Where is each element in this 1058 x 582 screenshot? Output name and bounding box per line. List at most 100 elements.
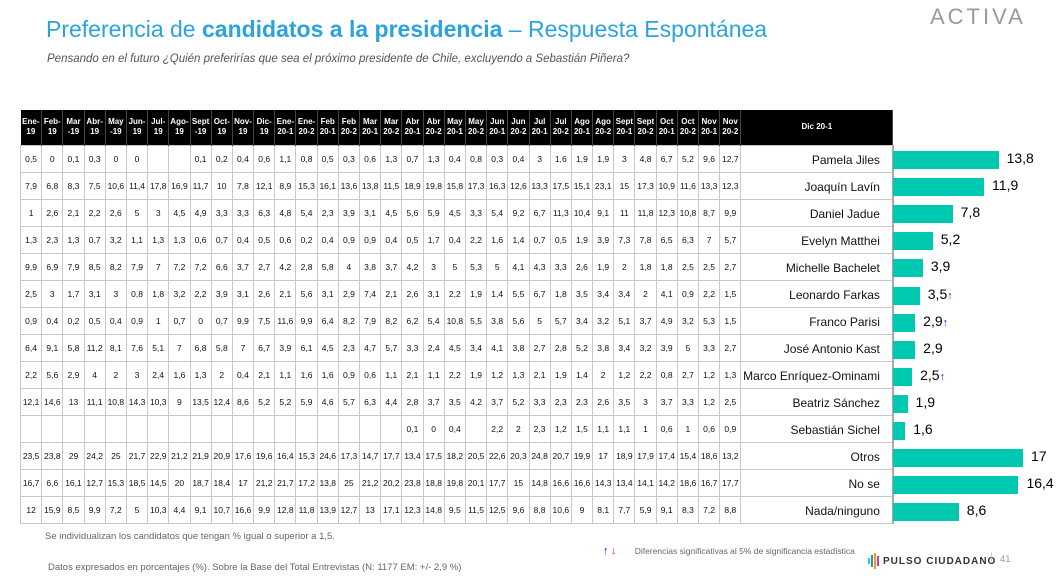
base-note: Datos expresados en porcentajes (%). Sob… bbox=[48, 562, 462, 573]
candidate-name-cell: Sebastián Sichel bbox=[740, 414, 894, 443]
value-cell: 10,8 bbox=[676, 198, 700, 227]
value-cell: 0 bbox=[41, 144, 64, 173]
value-cell: 13,6 bbox=[337, 171, 361, 200]
value-cell: 14,5 bbox=[147, 468, 170, 497]
bar-row: 16,4 bbox=[893, 470, 1058, 497]
value-cell: 10,3 bbox=[147, 387, 170, 416]
candidate-name: Marco Enríquez-Ominami bbox=[743, 368, 880, 383]
value-cell: 2,6 bbox=[41, 198, 64, 227]
value-cell: 23,8 bbox=[41, 441, 64, 470]
value-cell: 0,3 bbox=[83, 144, 106, 173]
value-cell: 10,6 bbox=[104, 171, 127, 200]
value-cell: 15,1 bbox=[570, 171, 594, 200]
value-cell: 0,2 bbox=[295, 225, 318, 254]
value-cell: 3,2 bbox=[676, 306, 700, 335]
bar-value-label: 5,2 bbox=[941, 231, 960, 247]
value-cell: 4,9 bbox=[189, 198, 212, 227]
value-cell: 0,7 bbox=[210, 306, 233, 335]
bar bbox=[893, 422, 906, 440]
value-cell: 29 bbox=[62, 441, 85, 470]
value-cell: 7 bbox=[231, 333, 255, 362]
table-row: 12 15,9 8,5 9,9 7,2 5 10,3 4,4 9,1 10,7 16,6 9,9 12,… bbox=[19, 495, 894, 524]
arrow-up-icon: ↑ bbox=[942, 316, 949, 329]
value-cell: 10,6 bbox=[549, 495, 572, 524]
value-cell: 4,2 bbox=[401, 252, 424, 281]
bar-value-label: 16,4 bbox=[1026, 475, 1053, 491]
value-cell bbox=[274, 414, 297, 443]
value-cell: 12,4 bbox=[210, 387, 233, 416]
candidate-name-cell: Nada/ninguno bbox=[740, 495, 894, 524]
value-cell: 1 bbox=[676, 414, 700, 443]
value-cell bbox=[41, 414, 64, 443]
value-cell: 5,7 bbox=[380, 333, 403, 362]
candidate-name-cell: Joaquín Lavín bbox=[740, 171, 894, 200]
table-header-row: Ene-19 Feb-19 Mar -19 Abr-19 May -19 Jun-19 Ju… bbox=[20, 110, 894, 145]
footer-separator: | bbox=[990, 552, 993, 563]
value-cell: 2,7 bbox=[676, 360, 700, 389]
value-cell: 19,8 bbox=[443, 468, 466, 497]
value-cell: 5,1 bbox=[613, 306, 636, 335]
value-cell: 3,7 bbox=[634, 306, 657, 335]
value-cell: 1,5 bbox=[570, 414, 594, 443]
value-cell: 5,9 bbox=[295, 387, 318, 416]
candidate-name: Joaquín Lavín bbox=[804, 179, 880, 194]
value-cell: 1,8 bbox=[655, 252, 678, 281]
candidate-name-cell: No se bbox=[740, 468, 894, 497]
value-cell: 4,4 bbox=[168, 495, 191, 524]
value-cell: 20,3 bbox=[507, 441, 530, 470]
value-cell: 2,1 bbox=[528, 360, 551, 389]
value-cell: 0,8 bbox=[125, 279, 149, 308]
value-cell: 1,4 bbox=[486, 279, 509, 308]
bar-row: 1,6 bbox=[893, 416, 1058, 443]
value-cell: 5,3 bbox=[697, 306, 721, 335]
value-cell: 15,4 bbox=[676, 441, 700, 470]
table-row: 7,9 6,8 8,3 7,5 10,6 11,4 17,8 16,9 11,7 10 7,8 12,… bbox=[19, 171, 894, 200]
bar-value: 5,2 bbox=[940, 231, 961, 248]
value-cell: 2,1 bbox=[62, 198, 85, 227]
value-cell: 2,9 bbox=[337, 279, 361, 308]
value-cell: 11,4 bbox=[125, 171, 149, 200]
value-cell: 0 bbox=[125, 144, 149, 173]
bar-row: 8,6 bbox=[893, 497, 1058, 524]
significance-legend: ↑ ↓ Diferencias significativas al 5% de … bbox=[603, 545, 855, 557]
column-header: Ene-20-2 bbox=[295, 110, 318, 145]
value-cell: 9,9 bbox=[19, 252, 43, 281]
value-cell: 0,9 bbox=[125, 306, 149, 335]
value-cell: 3,1 bbox=[83, 279, 106, 308]
value-cell: 1,3 bbox=[168, 225, 191, 254]
value-cell: 14,8 bbox=[528, 468, 551, 497]
value-cell: 6,9 bbox=[41, 252, 64, 281]
value-cell: 1,9 bbox=[464, 360, 488, 389]
value-cell: 3,8 bbox=[592, 333, 615, 362]
value-cell: 0,4 bbox=[231, 144, 255, 173]
value-cell: 1,9 bbox=[570, 225, 594, 254]
table-row: 0,9 0,4 0,2 0,5 0,4 0,9 1 0,7 0 0,7 9,9 7,5 11,6 9,9 6… bbox=[19, 306, 894, 335]
value-cell: 5,7 bbox=[719, 225, 742, 254]
value-cell: 0,5 bbox=[253, 225, 276, 254]
bar-value-label: 3,5↑ bbox=[928, 286, 953, 302]
column-header: Nov-19 bbox=[232, 110, 255, 145]
value-cell: 5,9 bbox=[422, 198, 445, 227]
value-cell: 3,9 bbox=[655, 333, 678, 362]
value-cell: 21,2 bbox=[253, 468, 276, 497]
value-cell: 2,1 bbox=[274, 279, 297, 308]
value-cell: 2 bbox=[104, 360, 127, 389]
candidate-name-cell: Beatriz Sánchez bbox=[740, 387, 894, 416]
value-cell: 20,2 bbox=[380, 468, 403, 497]
table-row: 9,9 6,9 7,9 8,5 8,2 7,9 7 7,2 7,2 6,6 3,7 2,7 4,2 2,8… bbox=[19, 252, 894, 281]
value-cell: 13 bbox=[62, 387, 85, 416]
value-cell: 8,2 bbox=[104, 252, 127, 281]
value-cell: 17,3 bbox=[634, 171, 657, 200]
value-cell: 1,1 bbox=[125, 225, 149, 254]
value-cell: 3,8 bbox=[486, 306, 509, 335]
value-cell: 0,3 bbox=[337, 144, 361, 173]
value-cell: 5 bbox=[486, 252, 509, 281]
value-cell: 1,6 bbox=[295, 360, 318, 389]
column-header: Jul 20-2 bbox=[550, 110, 572, 145]
value-cell: 19,8 bbox=[422, 171, 445, 200]
value-cell: 3,7 bbox=[231, 252, 255, 281]
bar-value: 13,8 bbox=[1006, 150, 1034, 166]
value-cell: 5,8 bbox=[316, 252, 339, 281]
value-cell: 3 bbox=[125, 360, 149, 389]
value-cell: 16,7 bbox=[697, 468, 721, 497]
